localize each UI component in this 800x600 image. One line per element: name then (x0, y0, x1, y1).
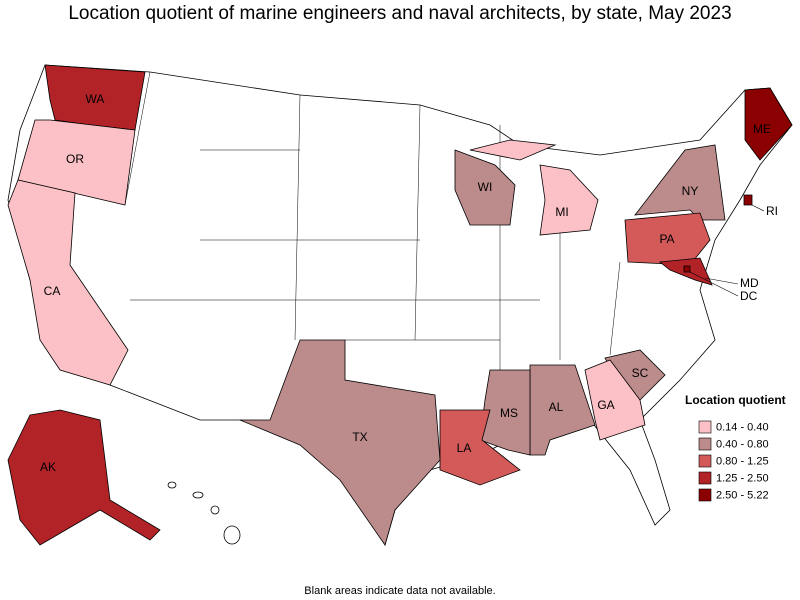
legend-swatch (698, 420, 712, 434)
state-shape (743, 194, 753, 206)
state-shape (7, 409, 161, 546)
state-label: MD (740, 276, 759, 290)
map-title: Location quotient of marine engineers an… (68, 3, 731, 24)
state-shape (454, 149, 516, 226)
state-shape (439, 409, 521, 486)
state-shape (634, 144, 726, 221)
legend-label: 1.25 - 2.50 (716, 472, 769, 484)
state-label: SC (632, 366, 649, 380)
state-shape (239, 339, 441, 546)
legend-swatch (698, 454, 712, 468)
leader-line (689, 271, 739, 297)
state-label: ME (753, 122, 771, 136)
state-shape (584, 359, 646, 441)
state-shape (7, 179, 129, 386)
state-label: GA (597, 398, 614, 412)
legend-swatch (698, 471, 712, 485)
state-label: MI (555, 205, 568, 219)
state-label: NY (682, 184, 699, 198)
state-shape (744, 87, 793, 161)
footnote: Blank areas indicate data not available. (304, 585, 495, 597)
state-shape (479, 369, 531, 456)
hawaii (167, 481, 241, 545)
state-label: DC (740, 289, 758, 303)
state-shape (624, 212, 711, 266)
state-shape (683, 265, 691, 273)
state-label: AL (549, 400, 564, 414)
legend-title: Location quotient (685, 393, 786, 407)
state-label: RI (766, 204, 778, 218)
state-label: LA (457, 441, 472, 455)
state-label: WI (478, 180, 493, 194)
state-label: MS (500, 406, 518, 420)
state-label: PA (659, 232, 674, 246)
legend: Location quotient 0.14 - 0.40 0.40 - 0.80… (685, 393, 786, 501)
legend-label: 0.14 - 0.40 (716, 421, 769, 433)
legend-swatch (698, 488, 712, 502)
state-label: AK (40, 460, 56, 474)
legend-swatch (698, 437, 712, 451)
state-borders (124, 71, 621, 370)
leader-line (751, 204, 765, 212)
state-label: OR (66, 152, 84, 166)
state-label: WA (86, 92, 105, 106)
state-label: CA (44, 284, 61, 298)
legend-label: 2.50 - 5.22 (716, 489, 769, 501)
legend-label: 0.40 - 0.80 (716, 438, 769, 450)
state-shape (539, 164, 599, 236)
state-shape (469, 139, 557, 161)
leader-line (704, 277, 739, 285)
legend-label: 0.80 - 1.25 (716, 455, 769, 467)
state-label: TX (352, 430, 367, 444)
